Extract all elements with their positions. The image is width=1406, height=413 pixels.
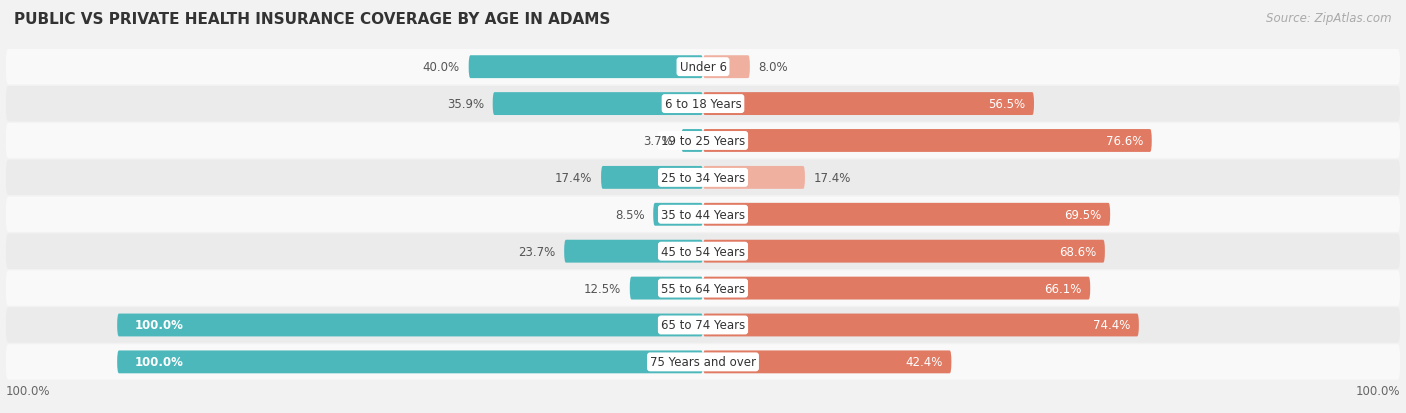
FancyBboxPatch shape: [703, 93, 1033, 116]
FancyBboxPatch shape: [492, 93, 703, 116]
FancyBboxPatch shape: [703, 314, 1139, 337]
Text: 100.0%: 100.0%: [135, 319, 184, 332]
FancyBboxPatch shape: [703, 240, 1105, 263]
Text: Under 6: Under 6: [679, 61, 727, 74]
Text: 68.6%: 68.6%: [1059, 245, 1097, 258]
Text: 35.9%: 35.9%: [447, 98, 484, 111]
Text: 23.7%: 23.7%: [519, 245, 555, 258]
FancyBboxPatch shape: [630, 277, 703, 300]
FancyBboxPatch shape: [703, 56, 749, 79]
Text: 40.0%: 40.0%: [423, 61, 460, 74]
Text: 3.7%: 3.7%: [643, 135, 672, 147]
FancyBboxPatch shape: [6, 87, 1400, 122]
Text: 65 to 74 Years: 65 to 74 Years: [661, 319, 745, 332]
Text: 12.5%: 12.5%: [583, 282, 621, 295]
FancyBboxPatch shape: [6, 234, 1400, 269]
FancyBboxPatch shape: [117, 351, 703, 373]
Text: 55 to 64 Years: 55 to 64 Years: [661, 282, 745, 295]
Text: 6 to 18 Years: 6 to 18 Years: [665, 98, 741, 111]
FancyBboxPatch shape: [6, 197, 1400, 233]
Text: PUBLIC VS PRIVATE HEALTH INSURANCE COVERAGE BY AGE IN ADAMS: PUBLIC VS PRIVATE HEALTH INSURANCE COVER…: [14, 12, 610, 27]
Text: 19 to 25 Years: 19 to 25 Years: [661, 135, 745, 147]
FancyBboxPatch shape: [6, 271, 1400, 306]
FancyBboxPatch shape: [654, 203, 703, 226]
FancyBboxPatch shape: [117, 314, 703, 337]
Text: 42.4%: 42.4%: [905, 356, 942, 368]
Text: 69.5%: 69.5%: [1064, 208, 1101, 221]
FancyBboxPatch shape: [703, 351, 952, 373]
FancyBboxPatch shape: [6, 160, 1400, 196]
Text: 45 to 54 Years: 45 to 54 Years: [661, 245, 745, 258]
FancyBboxPatch shape: [703, 130, 1152, 152]
Text: 100.0%: 100.0%: [1355, 384, 1400, 397]
Text: 17.4%: 17.4%: [555, 171, 592, 185]
FancyBboxPatch shape: [6, 344, 1400, 380]
Text: 35 to 44 Years: 35 to 44 Years: [661, 208, 745, 221]
FancyBboxPatch shape: [682, 130, 703, 152]
Text: 75 Years and over: 75 Years and over: [650, 356, 756, 368]
FancyBboxPatch shape: [6, 308, 1400, 343]
Text: 66.1%: 66.1%: [1045, 282, 1081, 295]
FancyBboxPatch shape: [6, 123, 1400, 159]
FancyBboxPatch shape: [564, 240, 703, 263]
Text: 100.0%: 100.0%: [135, 356, 184, 368]
FancyBboxPatch shape: [602, 166, 703, 189]
FancyBboxPatch shape: [703, 277, 1090, 300]
Text: 8.0%: 8.0%: [759, 61, 789, 74]
FancyBboxPatch shape: [468, 56, 703, 79]
Text: 25 to 34 Years: 25 to 34 Years: [661, 171, 745, 185]
Text: 8.5%: 8.5%: [614, 208, 644, 221]
FancyBboxPatch shape: [703, 203, 1111, 226]
Text: 56.5%: 56.5%: [988, 98, 1025, 111]
FancyBboxPatch shape: [6, 50, 1400, 85]
Text: 76.6%: 76.6%: [1105, 135, 1143, 147]
FancyBboxPatch shape: [703, 166, 804, 189]
Text: Source: ZipAtlas.com: Source: ZipAtlas.com: [1267, 12, 1392, 25]
Text: 17.4%: 17.4%: [814, 171, 851, 185]
Text: 100.0%: 100.0%: [6, 384, 51, 397]
Text: 74.4%: 74.4%: [1092, 319, 1130, 332]
